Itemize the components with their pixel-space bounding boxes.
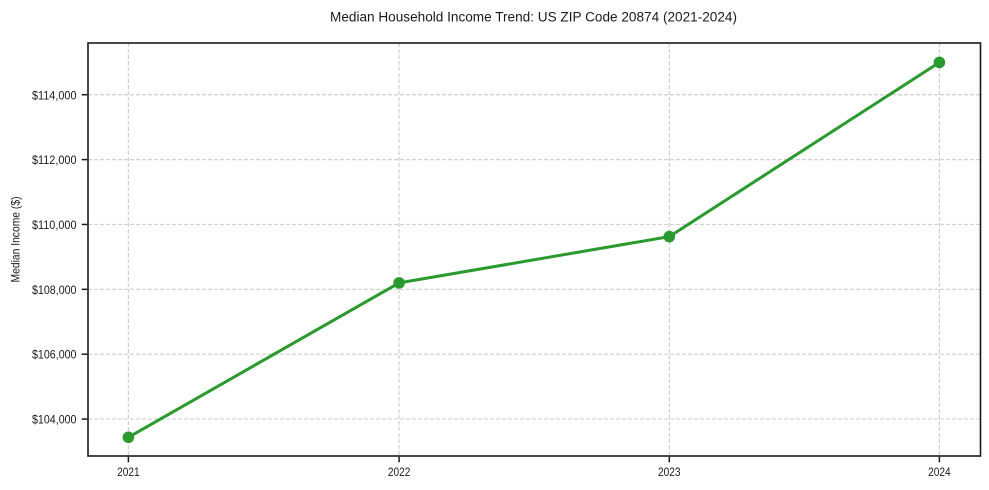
- svg-text:2023: 2023: [658, 465, 681, 479]
- svg-text:Median Income ($): Median Income ($): [9, 197, 23, 283]
- svg-text:$112,000: $112,000: [32, 153, 77, 167]
- svg-text:$108,000: $108,000: [32, 283, 77, 297]
- svg-text:2022: 2022: [388, 465, 411, 479]
- svg-text:2021: 2021: [117, 465, 140, 479]
- svg-text:2024: 2024: [928, 465, 951, 479]
- svg-text:Median Household Income Trend:: Median Household Income Trend: US ZIP Co…: [330, 10, 737, 26]
- svg-text:$104,000: $104,000: [32, 413, 77, 427]
- svg-text:$114,000: $114,000: [32, 88, 77, 102]
- svg-text:$110,000: $110,000: [32, 218, 77, 232]
- svg-text:$106,000: $106,000: [32, 348, 77, 362]
